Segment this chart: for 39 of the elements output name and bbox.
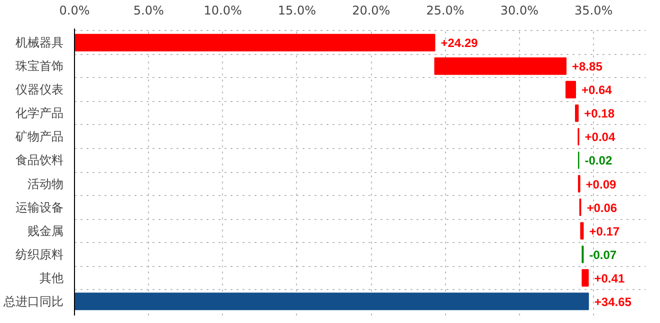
x-tick-label: 10.0% — [204, 4, 242, 18]
data-label: +0.64 — [581, 83, 612, 98]
bar — [580, 222, 584, 240]
bar — [434, 57, 567, 75]
x-tick-label: 25.0% — [426, 4, 464, 18]
y-tick-label: 矿物产品 — [14, 130, 64, 144]
y-tick-label: 总进口同比 — [2, 294, 64, 308]
data-label: +24.29 — [440, 36, 478, 50]
bar — [74, 292, 589, 310]
y-tick-label: 珠宝首饰 — [16, 59, 64, 74]
bar — [574, 104, 579, 122]
y-tick-label: 仪器仪表 — [16, 82, 64, 97]
data-label: +34.65 — [594, 294, 632, 309]
x-tick-label: 20.0% — [352, 4, 390, 18]
y-tick-label: 机械器具 — [16, 36, 64, 50]
data-label: +0.41 — [594, 271, 625, 286]
y-tick-label: 贱金属 — [28, 224, 64, 238]
x-tick-label: 30.0% — [500, 4, 538, 18]
y-tick-label: 其他 — [40, 270, 64, 285]
data-label: +0.18 — [584, 106, 615, 121]
x-tick-label: 35.0% — [574, 4, 613, 18]
y-tick-label: 食品饮料 — [16, 153, 64, 168]
data-label: +0.09 — [586, 177, 616, 192]
y-tick-label: 活动物 — [28, 176, 64, 191]
data-label: +0.04 — [584, 130, 616, 144]
x-tick-label: 5.0% — [133, 4, 164, 18]
bar — [582, 269, 589, 287]
bar — [566, 80, 576, 98]
x-tick-label: 0.0% — [59, 4, 90, 18]
data-label: +0.17 — [589, 224, 620, 238]
bar — [74, 34, 436, 52]
data-label: +0.06 — [586, 200, 618, 215]
x-tick-label: 15.0% — [278, 4, 316, 18]
y-tick-label: 化学产品 — [16, 106, 64, 120]
data-label: +8.85 — [572, 60, 603, 74]
y-tick-label: 纺织原料 — [16, 247, 64, 262]
data-label: -0.02 — [584, 154, 612, 168]
y-tick-label: 运输设备 — [16, 200, 64, 214]
data-label: -0.07 — [589, 248, 617, 262]
